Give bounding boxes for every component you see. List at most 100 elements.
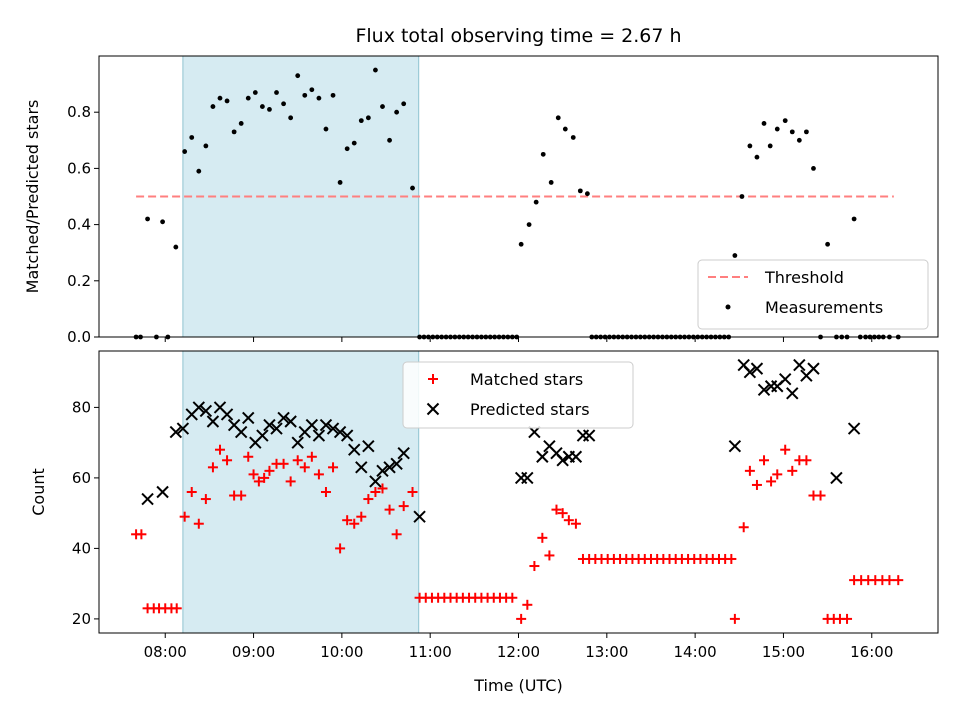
predicted-star-point: [793, 358, 806, 372]
predicted-star-point: [556, 454, 569, 467]
measurement-point: [767, 143, 773, 149]
marker-stroke-b: [757, 383, 771, 396]
matched-star-point: [884, 575, 895, 586]
x-tick-label: 08:00: [144, 643, 187, 661]
predicted-star-point: [536, 450, 549, 463]
marker-stroke-b: [319, 418, 333, 432]
marker-stroke-b: [569, 450, 583, 463]
predicted-star-point: [263, 418, 276, 432]
marker-stroke-b: [333, 425, 347, 439]
x-tick-label: 10:00: [320, 643, 363, 661]
bottom-y-axis-label: Count: [29, 468, 48, 516]
matched-star-point: [299, 462, 310, 473]
marker-stroke-b: [348, 443, 361, 456]
marker-stroke-b: [728, 439, 742, 453]
measurement-point: [182, 149, 188, 154]
predicted-star-point: [779, 372, 792, 386]
marker-stroke-b: [270, 422, 283, 435]
marker-stroke-b: [779, 372, 792, 386]
predicted-star-point: [312, 429, 326, 442]
predicted-star-point: [786, 387, 799, 400]
marker-stroke-b: [227, 418, 241, 432]
measurement-point: [309, 87, 315, 93]
matched-star-point: [370, 487, 381, 497]
measurement-point: [518, 241, 524, 247]
marker-stroke-b: [199, 404, 213, 418]
measurement-point: [252, 90, 258, 95]
measurement-point: [851, 216, 857, 222]
measurement-point: [380, 104, 385, 109]
measurement-point: [259, 104, 265, 109]
legend-matched-label: Matched stars: [470, 370, 583, 389]
predicted-star-point: [305, 418, 319, 432]
measurement-point: [203, 143, 209, 149]
marker-stroke-b: [807, 362, 820, 375]
predicted-star-point: [156, 485, 169, 499]
predicted-star-point: [413, 510, 426, 523]
x-tick-label: 16:00: [850, 643, 893, 661]
measurement-point: [274, 90, 279, 95]
y-tick-label: 60: [72, 469, 91, 487]
legend-plus-marker: [428, 374, 438, 384]
matched-star-point: [787, 465, 798, 476]
marker-stroke-b: [536, 450, 549, 463]
top-legend-box: [697, 259, 929, 330]
top-axes-frame: [98, 55, 939, 338]
y-tick-label: 0.8: [67, 103, 91, 121]
measurement-point: [337, 180, 343, 185]
x-tick-label: 11:00: [409, 643, 452, 661]
legend-matched-swatch: [428, 374, 438, 384]
predicted-star-point: [284, 415, 297, 428]
predicted-star-point: [355, 461, 368, 474]
top-x-axis-ticks: [164, 337, 873, 342]
measurement-point: [196, 168, 202, 174]
measurement-point: [238, 121, 244, 126]
measurement-point: [231, 129, 237, 135]
matched-star-point: [751, 479, 762, 490]
matched-star-point: [285, 476, 296, 487]
measurement-point: [394, 109, 400, 115]
matched-star-point: [391, 529, 402, 540]
matched-star-point: [893, 575, 904, 586]
marker-stroke-b: [312, 429, 326, 442]
measurement-point: [267, 106, 272, 112]
matched-star-point: [537, 532, 548, 543]
bottom-legend-box: [402, 361, 634, 429]
marker-stroke-b: [284, 415, 297, 428]
measurement-point: [555, 115, 561, 121]
measurement-point: [145, 216, 150, 222]
bottom-axes-frame: [98, 350, 939, 634]
y-tick-label: 0.2: [67, 272, 91, 290]
predicted-star-point: [319, 418, 333, 432]
legend-predicted-label: Predicted stars: [470, 400, 590, 419]
matched-star-point: [243, 451, 254, 462]
matched-star-point: [801, 455, 812, 466]
marker-stroke-b: [169, 425, 183, 439]
measurement-point: [533, 199, 539, 205]
legend-measurements-swatch: [725, 304, 731, 310]
marker-stroke-b: [234, 425, 248, 439]
matched-star-point: [557, 508, 568, 519]
matched-star-point: [222, 455, 233, 466]
matched-star-point: [214, 444, 225, 455]
matched-star-point: [349, 518, 360, 529]
matched-star-point: [377, 483, 388, 494]
x-axis-label: Time (UTC): [473, 676, 562, 695]
y-tick-label: 80: [72, 398, 91, 416]
marker-stroke-b: [340, 429, 354, 442]
marker-stroke-b: [376, 464, 389, 478]
measurement-point: [548, 180, 554, 185]
measurement-point: [789, 129, 795, 135]
marker-stroke-b: [277, 411, 290, 425]
marker-stroke-b: [362, 439, 375, 453]
matched-star-point: [179, 511, 190, 522]
predicted-star-point: [141, 492, 154, 506]
marker-stroke-b: [213, 401, 227, 414]
measurement-point: [526, 222, 532, 228]
predicted-star-point: [277, 411, 290, 425]
matched-star-point: [384, 504, 395, 515]
matched-star-point: [207, 462, 218, 473]
measurement-point: [344, 146, 350, 152]
marker-stroke-b: [156, 485, 169, 499]
predicted-star-point: [348, 443, 361, 456]
